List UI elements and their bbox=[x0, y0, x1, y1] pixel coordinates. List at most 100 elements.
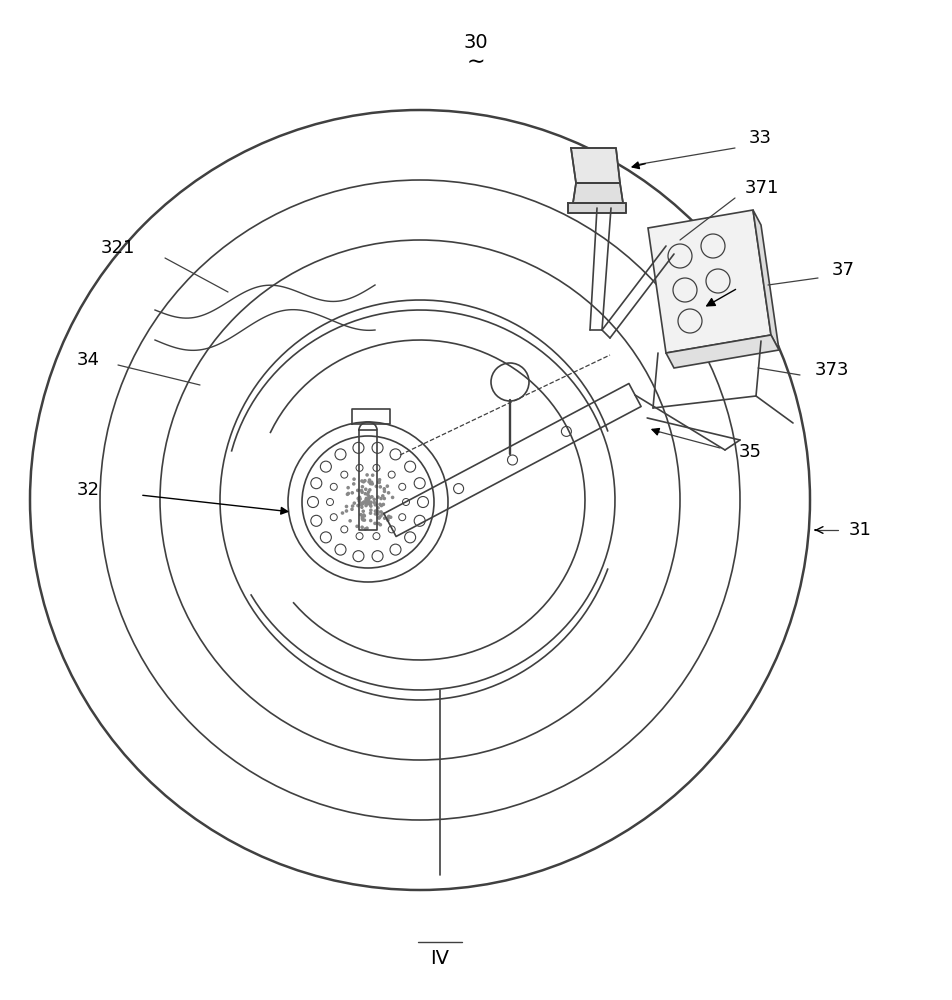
Circle shape bbox=[383, 490, 386, 493]
Polygon shape bbox=[647, 210, 770, 353]
Circle shape bbox=[367, 495, 370, 498]
Circle shape bbox=[372, 501, 376, 504]
Text: 31: 31 bbox=[847, 521, 870, 539]
Circle shape bbox=[386, 516, 389, 520]
Circle shape bbox=[359, 501, 362, 505]
Circle shape bbox=[390, 496, 394, 499]
Polygon shape bbox=[665, 335, 778, 368]
Circle shape bbox=[366, 501, 369, 505]
Circle shape bbox=[386, 518, 389, 522]
Polygon shape bbox=[570, 148, 620, 183]
Circle shape bbox=[367, 478, 371, 482]
Circle shape bbox=[365, 497, 367, 500]
Circle shape bbox=[361, 518, 365, 522]
Circle shape bbox=[355, 489, 359, 492]
Circle shape bbox=[376, 512, 379, 516]
Circle shape bbox=[368, 519, 372, 522]
Circle shape bbox=[362, 480, 365, 484]
Circle shape bbox=[360, 485, 364, 489]
Circle shape bbox=[361, 502, 364, 505]
Circle shape bbox=[351, 482, 355, 486]
Circle shape bbox=[352, 501, 356, 505]
Circle shape bbox=[340, 511, 344, 515]
Circle shape bbox=[347, 492, 349, 495]
Circle shape bbox=[362, 514, 366, 518]
Circle shape bbox=[377, 478, 381, 482]
Circle shape bbox=[377, 480, 380, 484]
Circle shape bbox=[360, 517, 364, 521]
Text: 373: 373 bbox=[814, 361, 848, 379]
Circle shape bbox=[357, 495, 361, 499]
Circle shape bbox=[368, 503, 372, 506]
Circle shape bbox=[362, 513, 366, 517]
Circle shape bbox=[360, 502, 364, 506]
Circle shape bbox=[364, 498, 367, 502]
Circle shape bbox=[355, 525, 359, 528]
Circle shape bbox=[370, 473, 374, 477]
Circle shape bbox=[364, 487, 367, 491]
Circle shape bbox=[367, 503, 371, 506]
Circle shape bbox=[360, 505, 364, 509]
Circle shape bbox=[373, 503, 377, 507]
Text: 34: 34 bbox=[76, 351, 99, 369]
Circle shape bbox=[368, 482, 372, 485]
Circle shape bbox=[368, 504, 372, 508]
Circle shape bbox=[386, 484, 388, 488]
Polygon shape bbox=[567, 203, 625, 213]
Circle shape bbox=[387, 515, 390, 518]
Circle shape bbox=[382, 487, 386, 491]
Circle shape bbox=[360, 490, 364, 494]
Circle shape bbox=[368, 508, 372, 512]
Circle shape bbox=[373, 522, 376, 525]
Circle shape bbox=[377, 481, 381, 484]
Circle shape bbox=[356, 504, 359, 507]
Circle shape bbox=[365, 502, 367, 506]
Circle shape bbox=[361, 501, 365, 505]
Circle shape bbox=[387, 491, 390, 495]
Circle shape bbox=[361, 509, 365, 513]
Circle shape bbox=[362, 518, 366, 522]
Circle shape bbox=[359, 503, 362, 506]
Text: IV: IV bbox=[430, 948, 449, 968]
Circle shape bbox=[367, 501, 370, 505]
Circle shape bbox=[345, 509, 347, 513]
Circle shape bbox=[358, 497, 362, 501]
Circle shape bbox=[379, 510, 383, 514]
Circle shape bbox=[370, 482, 374, 486]
Circle shape bbox=[381, 503, 385, 506]
Circle shape bbox=[360, 479, 364, 483]
Circle shape bbox=[374, 509, 378, 513]
Circle shape bbox=[369, 495, 373, 499]
Circle shape bbox=[377, 516, 381, 520]
Text: 37: 37 bbox=[831, 261, 854, 279]
Circle shape bbox=[363, 479, 367, 483]
Circle shape bbox=[367, 480, 370, 484]
Circle shape bbox=[376, 522, 380, 525]
Circle shape bbox=[376, 506, 380, 510]
Circle shape bbox=[368, 511, 372, 515]
Circle shape bbox=[366, 500, 368, 504]
Circle shape bbox=[381, 512, 384, 516]
Circle shape bbox=[373, 509, 377, 513]
Circle shape bbox=[367, 496, 371, 499]
Circle shape bbox=[352, 477, 355, 481]
Circle shape bbox=[375, 510, 379, 514]
Polygon shape bbox=[752, 210, 778, 350]
Circle shape bbox=[366, 493, 369, 496]
Circle shape bbox=[350, 504, 354, 508]
Circle shape bbox=[373, 512, 377, 516]
Circle shape bbox=[367, 490, 370, 494]
Circle shape bbox=[378, 485, 382, 489]
Circle shape bbox=[359, 489, 363, 492]
Circle shape bbox=[346, 486, 349, 489]
Circle shape bbox=[379, 497, 383, 500]
Circle shape bbox=[379, 514, 383, 518]
Circle shape bbox=[368, 501, 372, 504]
Circle shape bbox=[381, 494, 385, 498]
Circle shape bbox=[364, 504, 367, 507]
Circle shape bbox=[348, 519, 351, 523]
Circle shape bbox=[378, 523, 382, 527]
Circle shape bbox=[382, 497, 386, 500]
Circle shape bbox=[376, 510, 380, 514]
Circle shape bbox=[346, 493, 348, 496]
